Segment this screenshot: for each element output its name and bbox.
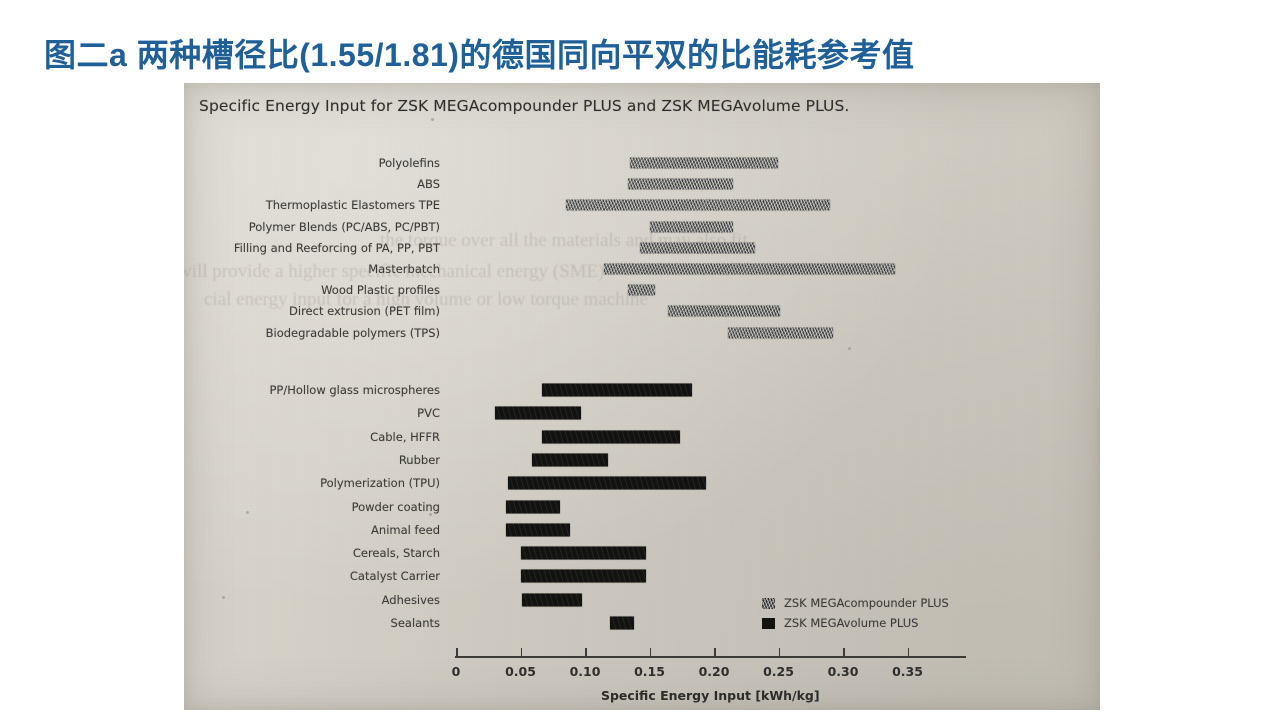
x-axis-tick (456, 648, 458, 657)
category-label: Thermoplastic Elastomers TPE (265, 198, 440, 213)
category-label: Masterbatch (368, 262, 440, 276)
range-bar (520, 569, 646, 583)
category-label: Sealants (390, 616, 440, 630)
x-axis-tick-label: 0.30 (827, 664, 859, 679)
range-bar (494, 406, 582, 420)
x-axis-tick-label: 0.25 (763, 664, 794, 679)
category-label: Rubber (398, 452, 440, 467)
legend-item[interactable]: ZSK MEGAcompounder PLUS (762, 596, 949, 610)
x-axis-tick-label: 0.10 (569, 664, 601, 679)
range-bar (609, 616, 634, 630)
legend-label: ZSK MEGAvolume PLUS (784, 616, 919, 630)
range-bar (542, 430, 681, 444)
legend-swatch-icon (762, 617, 775, 629)
x-axis-tick (843, 648, 845, 657)
x-axis-title: Specific Energy Input [kWh/kg] (600, 688, 820, 703)
x-axis-tick-label: 0 (451, 664, 461, 679)
category-label: Animal feed (371, 522, 440, 537)
category-label: Adhesives (381, 592, 440, 607)
x-axis-tick-label: 0.20 (698, 664, 730, 679)
range-bar (728, 327, 833, 339)
legend-item[interactable]: ZSK MEGAvolume PLUS (762, 616, 918, 630)
x-axis-tick-label: 0.05 (505, 664, 536, 679)
range-bar (520, 546, 646, 560)
category-label: Polymerization (TPU) (320, 476, 440, 491)
x-axis-tick-label: 0.15 (634, 664, 665, 679)
legend-label: ZSK MEGAcompounder PLUS (784, 596, 949, 610)
range-bar (627, 178, 734, 190)
range-bar (542, 383, 693, 397)
scan-speck (848, 347, 851, 350)
scan-speck (246, 511, 249, 514)
chart-title: Specific Energy Input for ZSK MEGAcompou… (199, 97, 850, 115)
category-label: Powder coating (351, 499, 440, 514)
chart-plot-area: Polyolefins ABS Thermoplastic Elastomers T… (184, 83, 1100, 710)
range-bar (604, 263, 895, 275)
x-axis-tick (778, 648, 781, 657)
x-axis-line (455, 656, 966, 658)
category-label: Filling and Reeforcing of PA, PP, PBT (233, 240, 440, 255)
range-bar (532, 453, 609, 467)
category-label: Biodegradable polymers (TPS) (265, 325, 440, 340)
range-bar (667, 305, 780, 317)
category-label: Polyolefins (378, 156, 440, 170)
scan-speck (431, 118, 434, 121)
range-bar (640, 242, 756, 254)
range-bar (506, 500, 561, 513)
range-bar (521, 593, 583, 607)
category-label: Cable, HFFR (370, 429, 440, 444)
page-title: 图二a 两种槽径比(1.55/1.81)的德国同向平双的比能耗参考值 (44, 37, 915, 73)
range-bar (649, 221, 734, 233)
category-label: Polymer Blends (PC/ABS, PC/PBT) (248, 219, 440, 234)
category-label: Wood Plastic profiles (321, 283, 440, 298)
category-label: PVC (417, 406, 440, 421)
range-bar (565, 199, 831, 211)
x-axis-tick (714, 648, 716, 657)
category-label: Direct extrusion (PET film) (289, 304, 440, 319)
range-bar (507, 476, 707, 490)
range-bar (506, 523, 570, 537)
category-label: Catalyst Carrier (349, 569, 440, 584)
x-axis-tick (907, 648, 910, 657)
scan-speck (222, 596, 225, 599)
category-label: PP/Hollow glass microspheres (269, 383, 440, 397)
x-axis-tick (649, 648, 652, 657)
legend-swatch-icon (762, 597, 775, 609)
x-axis-tick (520, 648, 523, 657)
category-label: Cereals, Starch (352, 546, 440, 561)
range-bar (627, 284, 655, 296)
chart-photo-panel: the torque over all the materials and ma… (184, 83, 1100, 710)
x-axis-tick (585, 648, 587, 657)
scan-speck (429, 513, 432, 516)
category-label: ABS (417, 177, 440, 192)
x-axis-tick-label: 0.35 (892, 664, 923, 679)
range-bar (630, 157, 779, 169)
